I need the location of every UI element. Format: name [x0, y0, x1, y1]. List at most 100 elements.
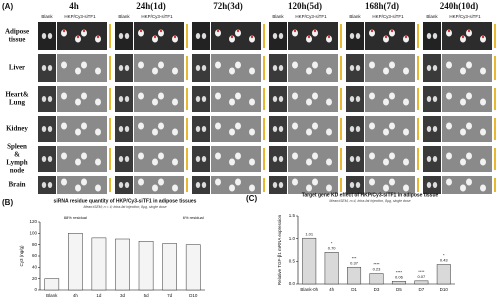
- organ: [383, 128, 389, 136]
- blank-image: [346, 116, 364, 142]
- y-tick-label: 80: [32, 242, 38, 247]
- organ: [235, 178, 241, 186]
- organ: [446, 92, 452, 100]
- blank-image: [192, 22, 210, 50]
- y-tick-label: 1.5: [289, 213, 296, 218]
- blank-image: [38, 176, 56, 194]
- organ: [41, 33, 47, 39]
- bar: [138, 241, 154, 291]
- y-tick-label: 60: [32, 253, 38, 258]
- organ: [81, 152, 87, 160]
- organ: [466, 178, 472, 186]
- organ: [355, 182, 361, 188]
- panel-label: (A): [2, 2, 13, 11]
- organ: [355, 156, 361, 162]
- organ: [312, 152, 318, 160]
- x-tick-label: D10: [440, 287, 449, 292]
- significance: *: [443, 253, 445, 258]
- organ: [432, 96, 438, 102]
- organ: [124, 182, 130, 188]
- organ: [158, 61, 164, 69]
- organ: [249, 128, 255, 136]
- blank-image: [115, 22, 133, 50]
- organ: [215, 61, 221, 69]
- bar: [324, 252, 339, 285]
- organ: [389, 122, 395, 130]
- x-tick-label: Blank-0h: [300, 287, 318, 292]
- signal: [173, 35, 177, 39]
- organ: [158, 29, 164, 37]
- significance: ***: [352, 255, 357, 260]
- blank-image: [346, 86, 364, 112]
- organ: [312, 92, 318, 100]
- organ: [278, 182, 284, 188]
- group-label: Blank: [118, 14, 130, 19]
- x-tick-label: D7: [418, 287, 424, 292]
- y-axis-label: Relative TGF-β1 mRNA expression: [277, 214, 282, 285]
- x-tick-label: Blank: [46, 293, 58, 298]
- organ: [272, 96, 278, 102]
- organ: [306, 184, 312, 192]
- time-header: 24h(1d): [136, 1, 166, 11]
- blank-image: [269, 176, 287, 194]
- colorbar: [109, 178, 111, 192]
- organ: [195, 65, 201, 71]
- significance: ****: [373, 262, 380, 267]
- organ: [403, 128, 409, 136]
- organ: [403, 184, 409, 192]
- organ: [349, 33, 355, 39]
- row-label: Spleen: [7, 143, 27, 151]
- organ: [383, 184, 389, 192]
- organ: [389, 152, 395, 160]
- organ: [138, 122, 144, 130]
- signal: [404, 35, 408, 39]
- organ: [389, 61, 395, 69]
- colorbar: [417, 24, 419, 48]
- organ: [249, 67, 255, 75]
- bar: [369, 273, 384, 285]
- organ: [355, 33, 361, 39]
- organ: [460, 35, 466, 43]
- organ: [124, 156, 130, 162]
- value-label: 0.70: [328, 245, 337, 250]
- organ: [118, 126, 124, 132]
- colorbar: [263, 88, 265, 110]
- bar: [162, 243, 177, 291]
- bar: [302, 237, 317, 285]
- value-label: 0.37: [350, 260, 359, 265]
- organ: [249, 98, 255, 106]
- organ: [446, 29, 452, 37]
- colorbar: [494, 24, 496, 48]
- colorbar: [263, 24, 265, 48]
- organ: [47, 156, 53, 162]
- organ: [278, 65, 284, 71]
- organ: [61, 92, 67, 100]
- organ: [460, 67, 466, 75]
- row-label: Heart&: [5, 91, 28, 99]
- time-header: 120h(5d): [288, 1, 322, 11]
- signal: [327, 35, 331, 39]
- organ: [389, 92, 395, 100]
- group-label: HKP/Cy3-siTF1: [449, 14, 481, 19]
- significance: *: [331, 240, 333, 245]
- x-tick-label: 7d: [167, 293, 173, 298]
- organ: [480, 184, 486, 192]
- organ: [355, 126, 361, 132]
- blank-image: [346, 22, 364, 50]
- blank-image: [423, 22, 441, 50]
- organ: [81, 178, 87, 186]
- organ: [383, 158, 389, 166]
- organ: [432, 156, 438, 162]
- x-tick-label: 3d: [120, 293, 126, 298]
- organ: [426, 96, 432, 102]
- signal: [159, 29, 163, 33]
- organ: [312, 29, 318, 37]
- blank-image: [269, 146, 287, 172]
- organ: [460, 128, 466, 136]
- organ: [195, 126, 201, 132]
- colorbar: [263, 118, 265, 140]
- time-header: 168h(7d): [365, 1, 399, 11]
- organ: [249, 158, 255, 166]
- organ: [466, 29, 472, 37]
- row-label: tissue: [9, 36, 26, 44]
